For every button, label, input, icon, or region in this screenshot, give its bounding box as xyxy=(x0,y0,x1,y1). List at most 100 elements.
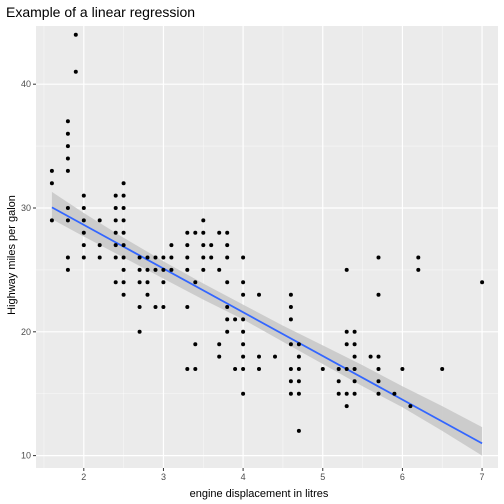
data-point xyxy=(217,230,222,235)
data-point xyxy=(273,354,277,359)
data-point xyxy=(65,218,70,223)
data-point xyxy=(352,379,357,384)
data-point xyxy=(185,305,190,309)
data-point xyxy=(217,342,222,347)
x-tick-label: 3 xyxy=(161,472,166,482)
data-point xyxy=(113,230,118,235)
data-point xyxy=(185,267,190,272)
data-point xyxy=(145,280,150,285)
data-point xyxy=(352,367,357,371)
data-point xyxy=(225,255,230,260)
data-point xyxy=(97,255,102,260)
data-point xyxy=(288,305,293,309)
data-point xyxy=(113,243,118,248)
data-point xyxy=(241,292,246,297)
data-point xyxy=(161,305,166,309)
data-point xyxy=(65,206,70,210)
data-point xyxy=(241,329,246,334)
data-point xyxy=(336,391,341,396)
data-point xyxy=(209,255,214,260)
y-tick-label: 10 xyxy=(21,451,31,461)
data-point xyxy=(241,280,246,285)
data-point xyxy=(241,342,246,347)
data-point xyxy=(185,230,190,235)
x-tick-label: 4 xyxy=(241,472,246,482)
data-point xyxy=(161,280,166,285)
data-point xyxy=(225,329,230,334)
data-point xyxy=(241,367,246,371)
data-point xyxy=(145,267,150,272)
data-point xyxy=(65,156,70,161)
data-point xyxy=(81,218,86,223)
data-point xyxy=(225,305,230,309)
data-point xyxy=(344,391,349,396)
axis-ticks xyxy=(33,83,483,471)
data-point xyxy=(185,243,190,248)
data-point xyxy=(137,329,142,334)
x-tick-label: 6 xyxy=(400,472,405,482)
data-point xyxy=(153,255,158,260)
data-point xyxy=(201,230,206,235)
data-point xyxy=(185,367,190,371)
data-point xyxy=(416,267,421,272)
chart-title: Example of a linear regression xyxy=(6,4,195,20)
data-point xyxy=(225,317,230,322)
data-point xyxy=(49,168,54,173)
data-point xyxy=(480,280,485,285)
data-point xyxy=(376,292,381,297)
data-point xyxy=(288,342,293,347)
data-point xyxy=(257,367,261,371)
data-point xyxy=(257,292,261,297)
data-point xyxy=(145,255,150,260)
y-axis-label: Highway miles per galon xyxy=(6,195,18,315)
data-point xyxy=(368,354,373,359)
data-point xyxy=(217,267,222,272)
data-point xyxy=(65,267,70,272)
data-point xyxy=(288,367,293,371)
data-point xyxy=(288,317,293,322)
x-tick-label: 2 xyxy=(81,472,86,482)
data-point xyxy=(81,230,86,235)
data-point xyxy=(344,329,349,334)
data-point xyxy=(121,255,126,260)
data-point xyxy=(121,267,126,272)
data-point xyxy=(121,243,126,248)
data-point xyxy=(241,317,246,322)
data-point xyxy=(97,218,102,223)
data-point xyxy=(169,255,174,260)
data-point xyxy=(201,255,206,260)
data-point xyxy=(169,267,174,272)
data-point xyxy=(209,243,214,248)
data-point xyxy=(296,428,301,433)
data-point xyxy=(113,193,118,198)
data-point xyxy=(121,206,126,210)
data-point xyxy=(161,267,166,272)
data-point xyxy=(233,317,238,322)
data-point xyxy=(440,367,445,371)
data-point xyxy=(352,329,357,334)
data-point xyxy=(376,367,381,371)
data-point xyxy=(153,267,158,272)
y-tick-label: 40 xyxy=(21,79,31,89)
data-point xyxy=(97,243,102,248)
data-point xyxy=(352,342,357,347)
data-point xyxy=(113,255,118,260)
data-point xyxy=(344,404,349,409)
data-point xyxy=(376,391,381,396)
data-point xyxy=(225,230,230,235)
data-point xyxy=(137,280,142,285)
data-point xyxy=(193,367,198,371)
data-point xyxy=(296,342,301,347)
data-point xyxy=(233,367,238,371)
data-point xyxy=(217,354,222,359)
data-point xyxy=(73,69,78,74)
data-point xyxy=(376,354,381,359)
confidence-band xyxy=(51,191,483,456)
data-point xyxy=(288,379,293,384)
data-point xyxy=(336,367,341,371)
data-point xyxy=(352,391,357,396)
y-tick-label: 30 xyxy=(21,203,31,213)
data-point xyxy=(81,193,86,198)
x-axis-label: engine displacement in litres xyxy=(190,488,329,500)
